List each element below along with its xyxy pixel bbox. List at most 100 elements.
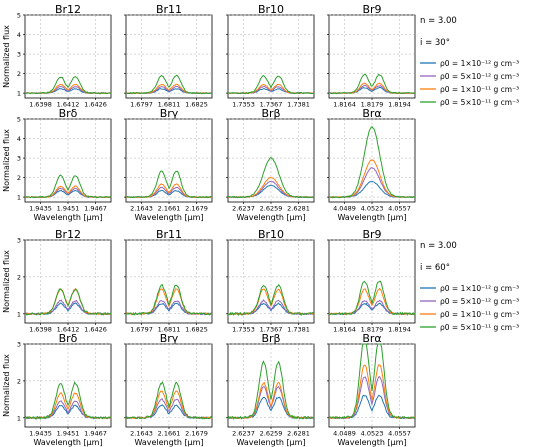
series-line-3 <box>125 390 213 420</box>
panel-title: Brβ <box>261 332 280 345</box>
series-line-4 <box>328 73 416 95</box>
x-axis-label: Wavelength [μm] <box>337 438 406 447</box>
panel-title: Br9 <box>362 3 381 16</box>
n-annotation: n = 3.00 <box>420 16 457 26</box>
x-tick-label: 1.7367 <box>260 326 283 334</box>
series-line-4 <box>227 360 315 420</box>
x-tick-label: 1.8164 <box>333 101 356 109</box>
x-tick-label: 1.6426 <box>84 101 107 109</box>
y-axis-label: Normalized flux <box>2 250 11 313</box>
y-axis-label: Normalized flux <box>2 129 11 192</box>
x-tick-label: 1.9467 <box>84 205 107 213</box>
x-tick-label: 4.0557 <box>388 430 411 438</box>
y-tick-label: 5 <box>17 12 21 20</box>
legend-label: ρ0 = 1×10⁻¹¹ g cm⁻³ <box>440 85 519 94</box>
series-line-4 <box>125 170 213 199</box>
x-tick-label: 2.1661 <box>158 430 181 438</box>
series-line-3 <box>328 287 416 316</box>
x-tick-label: 1.6825 <box>185 326 208 334</box>
series-line-4 <box>328 343 416 420</box>
panel-title: Br10 <box>258 228 284 241</box>
x-tick-label: 1.6797 <box>130 101 153 109</box>
x-tick-label: 2.6281 <box>287 430 310 438</box>
y-tick-label: 3 <box>17 237 21 245</box>
legend-label: ρ0 = 5×10⁻¹² g cm⁻³ <box>440 297 519 306</box>
x-tick-label: 2.1661 <box>158 205 181 213</box>
x-tick-label: 1.7381 <box>287 101 310 109</box>
x-tick-label: 1.6412 <box>57 101 80 109</box>
x-tick-label: 1.9435 <box>29 205 52 213</box>
x-tick-label: 1.7381 <box>287 326 310 334</box>
x-tick-label: 1.9451 <box>57 430 80 438</box>
x-tick-label: 1.7353 <box>232 101 255 109</box>
x-tick-label: 1.8194 <box>388 326 411 334</box>
x-tick-label: 2.1679 <box>185 430 208 438</box>
x-tick-label: 2.1643 <box>130 430 153 438</box>
legend-label: ρ0 = 1×10⁻¹² g cm⁻³ <box>440 284 519 293</box>
legend-label: ρ0 = 5×10⁻¹² g cm⁻³ <box>440 72 519 81</box>
x-tick-label: 2.6281 <box>287 205 310 213</box>
y-tick-label: 3 <box>17 155 21 163</box>
x-tick-label: 4.0523 <box>361 205 384 213</box>
x-tick-label: 1.8179 <box>361 326 384 334</box>
x-axis-label: Wavelength [μm] <box>134 438 203 447</box>
y-tick-label: 2 <box>17 70 21 78</box>
x-tick-label: 1.8164 <box>333 326 356 334</box>
y-axis-label: Normalized flux <box>2 25 11 88</box>
y-tick-label: 1 <box>17 414 21 422</box>
y-tick-label: 4 <box>17 31 21 39</box>
x-axis-label: Wavelength [μm] <box>33 438 102 447</box>
panel-br12: Br12 1 2 3 4 5 1.6398 1.6412 1.6426 <box>17 3 112 109</box>
y-tick-label: 4 <box>17 135 21 143</box>
panel-br12: Br12 1 2 3 1.6398 1.6412 1.6426 <box>17 228 112 334</box>
panel-title: Brβ <box>261 107 280 120</box>
y-tick-label: 1 <box>17 310 21 318</box>
series-line-4 <box>24 174 112 199</box>
panel-title: Brδ <box>59 107 78 120</box>
y-tick-label: 2 <box>17 273 21 281</box>
panel-br11: Br11 1.6797 1.6811 1.6825 <box>124 228 213 334</box>
x-tick-label: 2.6259 <box>260 430 283 438</box>
x-tick-label: 1.6797 <box>130 326 153 334</box>
panel-title: Br11 <box>156 3 182 16</box>
x-tick-label: 1.9435 <box>29 430 52 438</box>
x-tick-label: 1.8179 <box>361 101 384 109</box>
inclination-annotation: i = 30° <box>420 38 450 48</box>
y-tick-label: 5 <box>17 116 21 124</box>
x-axis-label: Wavelength [μm] <box>33 213 102 222</box>
y-tick-label: 2 <box>17 174 21 182</box>
x-tick-label: 1.8194 <box>388 101 411 109</box>
x-tick-label: 1.6811 <box>158 101 181 109</box>
y-tick-label: 3 <box>17 51 21 59</box>
x-tick-label: 1.7353 <box>232 326 255 334</box>
x-axis-label: Wavelength [μm] <box>236 438 305 447</box>
x-tick-label: 1.6398 <box>29 326 52 334</box>
series-line-4 <box>227 156 315 199</box>
series-line-4 <box>125 381 213 420</box>
panel-title: Br12 <box>55 3 81 16</box>
y-tick-label: 3 <box>17 341 21 349</box>
x-tick-label: 1.6825 <box>185 101 208 109</box>
panel-title: Brα <box>362 107 381 120</box>
panel-br10: Br10 1.7353 1.7367 1.7381 <box>226 228 315 334</box>
x-tick-label: 2.1679 <box>185 205 208 213</box>
panel-br9: Br9 1.8164 1.8179 1.8194 <box>327 228 416 334</box>
series-line-4 <box>24 288 112 316</box>
series-line-3 <box>24 185 112 199</box>
x-axis-label: Wavelength [μm] <box>337 213 406 222</box>
y-tick-label: 1 <box>17 90 21 98</box>
x-tick-label: 2.6259 <box>260 205 283 213</box>
panel-title: Brα <box>362 332 381 345</box>
x-tick-label: 2.6237 <box>232 205 255 213</box>
x-tick-label: 1.6398 <box>29 101 52 109</box>
panel-title: Brγ <box>160 107 179 120</box>
legend-label: ρ0 = 5×10⁻¹¹ g cm⁻³ <box>440 323 519 332</box>
series-line-4 <box>125 284 213 316</box>
series-line-4 <box>24 381 112 420</box>
panel-title: Brδ <box>59 332 78 345</box>
